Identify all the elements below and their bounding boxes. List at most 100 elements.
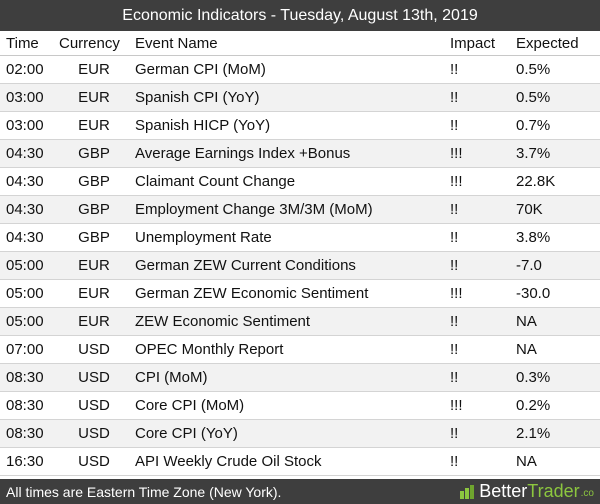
- column-header-currency: Currency: [59, 34, 120, 52]
- cell-currency: USD: [78, 453, 110, 470]
- cell-expected: 2.1%: [516, 425, 551, 442]
- cell-impact: !!: [450, 313, 459, 330]
- table-row: 05:00 EUR ZEW Economic Sentiment!! NA: [0, 308, 600, 336]
- table-row: 04:30 GBP Average Earnings Index +Bonus!!!…: [0, 140, 600, 168]
- cell-event-name: OPEC Monthly Report: [135, 341, 284, 358]
- table-row: 08:30 USD CPI (MoM)!! 0.3%: [0, 364, 600, 392]
- cell-time: 08:30: [6, 425, 44, 442]
- brand-name-trader: Trader: [527, 481, 580, 501]
- cell-currency: GBP: [78, 201, 110, 218]
- table-row: 03:00 EUR Spanish HICP (YoY)!! 0.7%: [0, 112, 600, 140]
- table-row: 08:30 USD Core CPI (MoM)!!! 0.2%: [0, 392, 600, 420]
- cell-expected: 70K: [516, 201, 543, 218]
- cell-event-name: Average Earnings Index +Bonus: [135, 145, 351, 162]
- column-header-time: Time: [6, 34, 39, 52]
- cell-impact: !!!: [450, 397, 463, 414]
- cell-time: 03:00: [6, 117, 44, 134]
- footer-bar: All times are Eastern Time Zone (New Yor…: [0, 479, 600, 504]
- cell-event-name: German CPI (MoM): [135, 61, 266, 78]
- cell-impact: !!: [450, 453, 459, 470]
- table-row: 05:00 EUR German ZEW Economic Sentiment!!!…: [0, 280, 600, 308]
- cell-expected: -7.0: [516, 257, 542, 274]
- cell-currency: EUR: [78, 89, 110, 106]
- cell-expected: NA: [516, 313, 537, 330]
- cell-impact: !!: [450, 341, 459, 358]
- table-header: Time Currency Event Name Impact Expected: [0, 31, 600, 56]
- cell-event-name: Employment Change 3M/3M (MoM): [135, 201, 373, 218]
- cell-time: 04:30: [6, 229, 44, 246]
- indicators-table: Time Currency Event Name Impact Expected…: [0, 31, 600, 476]
- cell-expected: NA: [516, 341, 537, 358]
- cell-impact: !!: [450, 201, 459, 218]
- brand-logo: Better Trader .co: [460, 481, 600, 502]
- cell-impact: !!: [450, 61, 459, 78]
- brand-logo-icon: [460, 484, 475, 499]
- cell-time: 08:30: [6, 397, 44, 414]
- page-title-bar: Economic Indicators - Tuesday, August 13…: [0, 0, 600, 31]
- table-row: 07:00 USD OPEC Monthly Report!! NA: [0, 336, 600, 364]
- cell-event-name: German ZEW Current Conditions: [135, 257, 356, 274]
- cell-impact: !!!: [450, 173, 463, 190]
- cell-impact: !!!: [450, 285, 463, 302]
- table-row: 04:30 GBP Employment Change 3M/3M (MoM)!! 7…: [0, 196, 600, 224]
- cell-expected: 0.7%: [516, 117, 551, 134]
- table-row: 08:30 USD Core CPI (YoY)!! 2.1%: [0, 420, 600, 448]
- cell-time: 16:30: [6, 453, 44, 470]
- cell-time: 07:00: [6, 341, 44, 358]
- cell-currency: GBP: [78, 229, 110, 246]
- cell-event-name: Spanish HICP (YoY): [135, 117, 271, 134]
- cell-time: 05:00: [6, 257, 44, 274]
- cell-currency: EUR: [78, 285, 110, 302]
- cell-event-name: Spanish CPI (YoY): [135, 89, 260, 106]
- cell-event-name: Core CPI (YoY): [135, 425, 238, 442]
- cell-time: 04:30: [6, 201, 44, 218]
- cell-time: 02:00: [6, 61, 44, 78]
- cell-event-name: Core CPI (MoM): [135, 397, 245, 414]
- cell-expected: 0.5%: [516, 89, 551, 106]
- cell-time: 08:30: [6, 369, 44, 386]
- cell-impact: !!: [450, 425, 459, 442]
- cell-event-name: Unemployment Rate: [135, 229, 272, 246]
- cell-event-name: German ZEW Economic Sentiment: [135, 285, 369, 302]
- cell-impact: !!: [450, 89, 459, 106]
- cell-expected: NA: [516, 453, 537, 470]
- cell-time: 05:00: [6, 313, 44, 330]
- column-header-event: Event Name: [135, 34, 218, 52]
- cell-event-name: CPI (MoM): [135, 369, 208, 386]
- table-row: 05:00 EUR German ZEW Current Conditions!! -…: [0, 252, 600, 280]
- column-header-expected: Expected: [516, 34, 579, 52]
- cell-currency: USD: [78, 341, 110, 358]
- cell-event-name: Claimant Count Change: [135, 173, 296, 190]
- table-row: 03:00 EUR Spanish CPI (YoY)!! 0.5%: [0, 84, 600, 112]
- cell-impact: !!: [450, 369, 459, 386]
- cell-time: 03:00: [6, 89, 44, 106]
- cell-expected: 22.8K: [516, 173, 556, 190]
- cell-impact: !!: [450, 229, 459, 246]
- table-body: 02:00 EUR German CPI (MoM)!! 0.5% 03:00 EUR Sp…: [0, 56, 600, 476]
- cell-time: 05:00: [6, 285, 44, 302]
- cell-impact: !!!: [450, 145, 463, 162]
- cell-currency: USD: [78, 397, 110, 414]
- table-row: 02:00 EUR German CPI (MoM)!! 0.5%: [0, 56, 600, 84]
- cell-currency: EUR: [78, 117, 110, 134]
- page-title: Economic Indicators - Tuesday, August 13…: [122, 6, 478, 24]
- cell-expected: 0.5%: [516, 61, 551, 78]
- timezone-note: All times are Eastern Time Zone (New Yor…: [6, 483, 282, 500]
- cell-event-name: API Weekly Crude Oil Stock: [135, 453, 322, 470]
- cell-event-name: ZEW Economic Sentiment: [135, 313, 311, 330]
- cell-currency: EUR: [78, 61, 110, 78]
- cell-time: 04:30: [6, 173, 44, 190]
- brand-name-better: Better: [479, 481, 528, 501]
- cell-currency: USD: [78, 425, 110, 442]
- table-row: 16:30 USD API Weekly Crude Oil Stock!! NA: [0, 448, 600, 476]
- table-row: 04:30 GBP Unemployment Rate!! 3.8%: [0, 224, 600, 252]
- cell-expected: 3.8%: [516, 229, 551, 246]
- cell-time: 04:30: [6, 145, 44, 162]
- cell-expected: 0.3%: [516, 369, 551, 386]
- cell-impact: !!: [450, 257, 459, 274]
- cell-currency: EUR: [78, 257, 110, 274]
- column-header-impact: Impact: [450, 34, 496, 52]
- cell-currency: GBP: [78, 173, 110, 190]
- cell-currency: USD: [78, 369, 110, 386]
- cell-expected: 3.7%: [516, 145, 551, 162]
